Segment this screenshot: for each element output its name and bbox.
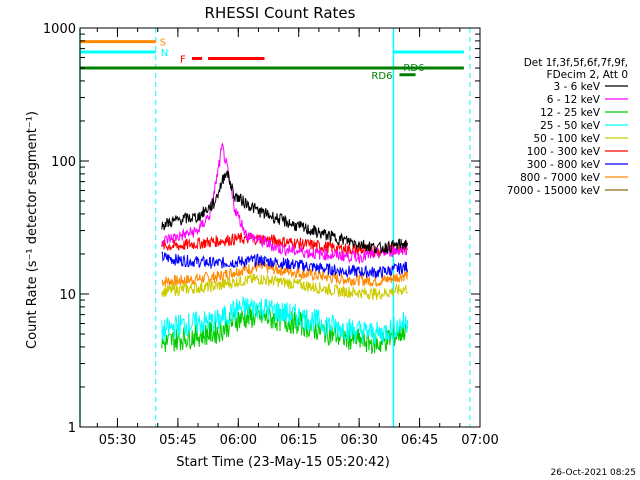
- x-tick-label: 07:00: [461, 433, 498, 448]
- y-tick-label: 100: [51, 155, 76, 170]
- series-line: [161, 295, 408, 345]
- series-line: [161, 251, 408, 279]
- x-tick-label: 06:45: [401, 433, 438, 448]
- y-axis-label: Count Rate (s⁻¹ detector segment⁻¹): [25, 111, 40, 349]
- timestamp: 26-Oct-2021 08:25: [551, 468, 636, 478]
- chart-title: RHESSI Count Rates: [205, 4, 356, 22]
- flag-label-s: S: [160, 38, 166, 49]
- legend-entry-label: 3 - 6 keV: [553, 81, 600, 93]
- legend-header: Det 1f,3f,5f,6f,7f,9f,: [524, 57, 628, 69]
- x-tick-label: 05:30: [99, 433, 136, 448]
- legend: Det 1f,3f,5f,6f,7f,9f,FDecim 2, Att 03 -…: [507, 57, 628, 197]
- series-line: [161, 304, 408, 355]
- x-tick-label: 06:00: [220, 433, 257, 448]
- plot-area: SN F RD6 RD6 05:30 05:45 06:00 06:15 06:30 06:45 0…: [43, 22, 499, 448]
- legend-entry-label: 800 - 7000 keV: [520, 172, 601, 184]
- legend-entry-label: 7000 - 15000 keV: [507, 185, 601, 197]
- y-tick-label: 1: [68, 421, 76, 436]
- x-tick-label: 05:45: [159, 433, 196, 448]
- x-axis-label: Start Time (23-May-15 05:20:42): [176, 455, 390, 470]
- legend-header: FDecim 2, Att 0: [547, 69, 628, 81]
- axes-frame: [79, 27, 481, 428]
- series-line: [161, 142, 408, 265]
- y-tick-label: 1000: [43, 22, 76, 37]
- legend-entry-label: 50 - 100 keV: [533, 133, 600, 145]
- y-tick-label: 10: [59, 288, 76, 303]
- flag-label-f: F: [180, 54, 186, 65]
- series-line: [161, 170, 408, 254]
- flag-label-rd6-upper: RD6: [403, 63, 424, 74]
- legend-entry-label: 25 - 50 keV: [540, 120, 601, 132]
- legend-entry-label: 6 - 12 keV: [547, 94, 601, 106]
- x-tick-label: 06:30: [340, 433, 377, 448]
- legend-entry-label: 12 - 25 keV: [540, 107, 601, 119]
- x-tick-label: 06:15: [280, 433, 317, 448]
- flag-label-rd6: RD6: [371, 71, 392, 82]
- flag-label-n: N: [161, 48, 168, 59]
- series-line: [161, 260, 408, 288]
- legend-entry-label: 100 - 300 keV: [527, 146, 601, 158]
- series-line: [161, 273, 408, 301]
- legend-entry-label: 300 - 800 keV: [527, 159, 601, 171]
